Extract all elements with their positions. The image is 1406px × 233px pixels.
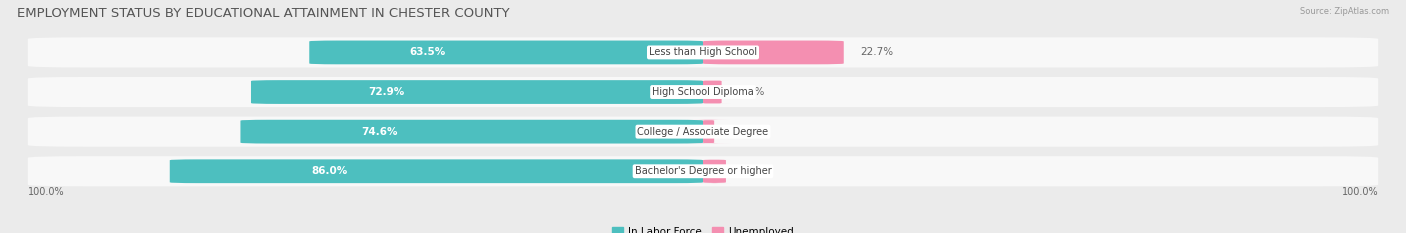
FancyBboxPatch shape xyxy=(28,156,1378,186)
FancyBboxPatch shape xyxy=(28,37,1378,68)
Text: Less than High School: Less than High School xyxy=(650,48,756,57)
FancyBboxPatch shape xyxy=(309,41,703,64)
Text: 22.7%: 22.7% xyxy=(860,48,893,57)
Legend: In Labor Force, Unemployed: In Labor Force, Unemployed xyxy=(613,226,793,233)
FancyBboxPatch shape xyxy=(170,159,703,183)
Text: High School Diploma: High School Diploma xyxy=(652,87,754,97)
Text: 3.7%: 3.7% xyxy=(742,166,769,176)
FancyBboxPatch shape xyxy=(28,77,1378,107)
FancyBboxPatch shape xyxy=(240,120,703,144)
Text: 63.5%: 63.5% xyxy=(409,48,446,57)
FancyBboxPatch shape xyxy=(699,159,731,183)
FancyBboxPatch shape xyxy=(252,80,703,104)
Text: Source: ZipAtlas.com: Source: ZipAtlas.com xyxy=(1301,7,1389,16)
FancyBboxPatch shape xyxy=(703,41,844,64)
Text: 1.8%: 1.8% xyxy=(731,127,758,137)
Text: EMPLOYMENT STATUS BY EDUCATIONAL ATTAINMENT IN CHESTER COUNTY: EMPLOYMENT STATUS BY EDUCATIONAL ATTAINM… xyxy=(17,7,509,20)
Text: 86.0%: 86.0% xyxy=(312,166,347,176)
Text: 72.9%: 72.9% xyxy=(368,87,405,97)
Text: Bachelor's Degree or higher: Bachelor's Degree or higher xyxy=(634,166,772,176)
Text: College / Associate Degree: College / Associate Degree xyxy=(637,127,769,137)
Text: 100.0%: 100.0% xyxy=(28,187,65,197)
Text: 74.6%: 74.6% xyxy=(361,127,398,137)
Text: 3.0%: 3.0% xyxy=(738,87,765,97)
FancyBboxPatch shape xyxy=(28,116,1378,147)
FancyBboxPatch shape xyxy=(695,80,731,104)
Text: 100.0%: 100.0% xyxy=(1341,187,1378,197)
FancyBboxPatch shape xyxy=(686,120,731,144)
